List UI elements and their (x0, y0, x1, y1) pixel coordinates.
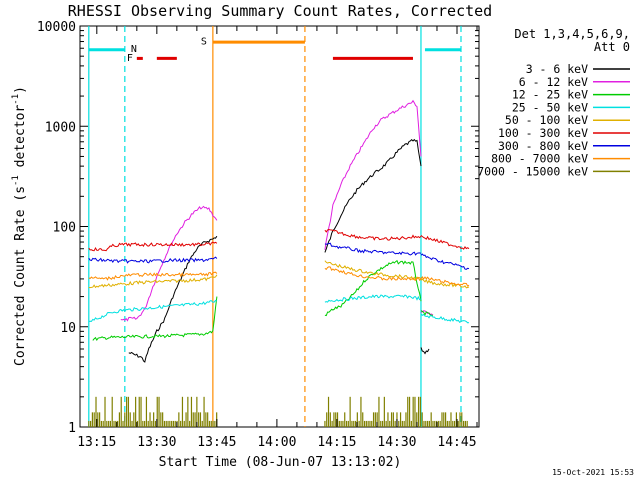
series-6-12-kev (120, 99, 434, 322)
y-axis-label: Corrected Count Rate (s-1 detector-1) (11, 86, 28, 366)
event-markers (88, 26, 462, 427)
series-50-100-kev (88, 260, 470, 289)
series-800-7000-kev (88, 266, 470, 287)
legend-label-800-7000-kev: 800 - 7000 keV (491, 152, 588, 166)
y-axis-label-tail: detector (13, 105, 28, 176)
flag-bars (88, 40, 461, 60)
series-segment (92, 296, 218, 342)
footer-date: 15-Oct-2021 15:53 (552, 468, 634, 477)
legend-label-6-12-kev: 6 - 12 keV (519, 75, 588, 89)
x-tick-label: 13:15 (77, 435, 116, 450)
series-segment (88, 256, 218, 264)
series-segment (420, 310, 433, 316)
x-axis-label: Start Time (08-Jun-07 13:13:02) (159, 455, 402, 470)
x-tick-label: 14:15 (317, 435, 356, 450)
y-axis-label-main: Corrected Count Rate (s (13, 186, 28, 366)
plot-area (79, 25, 480, 428)
legend-label-100-300-kev: 100 - 300 keV (498, 126, 588, 140)
legend-label-7000-15000-kev: 7000 - 15000 keV (477, 164, 588, 178)
series-segment (324, 294, 422, 303)
series-3-6-kev (128, 138, 430, 363)
series-segment (324, 260, 422, 281)
x-tick-label: 13:45 (197, 435, 236, 450)
y-tick-label: 100 (53, 221, 76, 236)
y-axis-label-exp2: -1 (11, 94, 21, 105)
series-segment (88, 241, 218, 252)
legend-label-12-25-kev: 12 - 25 keV (512, 88, 588, 102)
series-segment (420, 235, 470, 250)
series-segment (420, 313, 470, 324)
series-segment (324, 259, 422, 317)
x-tick-label: 14:45 (437, 435, 476, 450)
y-tick-label: 1 (68, 421, 76, 436)
data-series (88, 99, 470, 363)
flag-label-n: N (131, 44, 137, 55)
legend-header-detectors: Det 1,3,4,5,6,9, (514, 27, 630, 41)
series-segment (324, 138, 422, 253)
series-segment (324, 242, 422, 256)
series-segment (324, 99, 422, 250)
flag-labels: NF S (127, 36, 207, 64)
y-tick-label: 10000 (37, 20, 76, 35)
series-25-50-kev (88, 294, 470, 324)
series-segment (128, 235, 218, 363)
flag-label-s: S (201, 36, 207, 47)
y-tick-label: 10 (60, 321, 76, 336)
series-segment (324, 266, 422, 282)
legend-label-25-50-kev: 25 - 50 keV (512, 100, 588, 114)
legend-label-300-800-kev: 300 - 800 keV (498, 139, 588, 153)
legend-header-attenuator: Att 0 (594, 40, 630, 54)
series-300-800-kev (88, 242, 470, 270)
series-segment (88, 299, 218, 322)
series-7000-15000-kev (88, 396, 468, 427)
x-axis: 13:15 13:30 13:45 14:00 14:15 14:30 14:45 (77, 26, 478, 450)
flag-label-f: F (127, 53, 133, 64)
legend-label-50-100-kev: 50 - 100 keV (505, 113, 588, 127)
y-axis-label-end: ) (13, 86, 28, 94)
series-segment (324, 228, 422, 241)
x-tick-label: 14:30 (377, 435, 416, 450)
series-segment (420, 278, 470, 289)
chart-title: RHESSI Observing Summary Count Rates, Co… (68, 2, 492, 20)
series-segment (420, 275, 470, 287)
series-12-25-kev (92, 259, 433, 342)
plot-frame (79, 25, 480, 428)
series-segment (420, 347, 430, 355)
series-segment (88, 274, 218, 289)
legend-label-3-6-kev: 3 - 6 keV (526, 62, 588, 76)
y-axis-label-exp: -1 (11, 175, 21, 186)
x-tick-label: 14:00 (257, 435, 296, 450)
y-axis: 1 10 100 1000 10000 (37, 20, 479, 436)
series-segment (88, 271, 218, 281)
series-segment (420, 253, 470, 270)
series-segment (120, 205, 218, 322)
x-tick-label: 13:30 (137, 435, 176, 450)
y-tick-label: 1000 (45, 120, 76, 135)
series-100-300-kev (88, 228, 470, 252)
